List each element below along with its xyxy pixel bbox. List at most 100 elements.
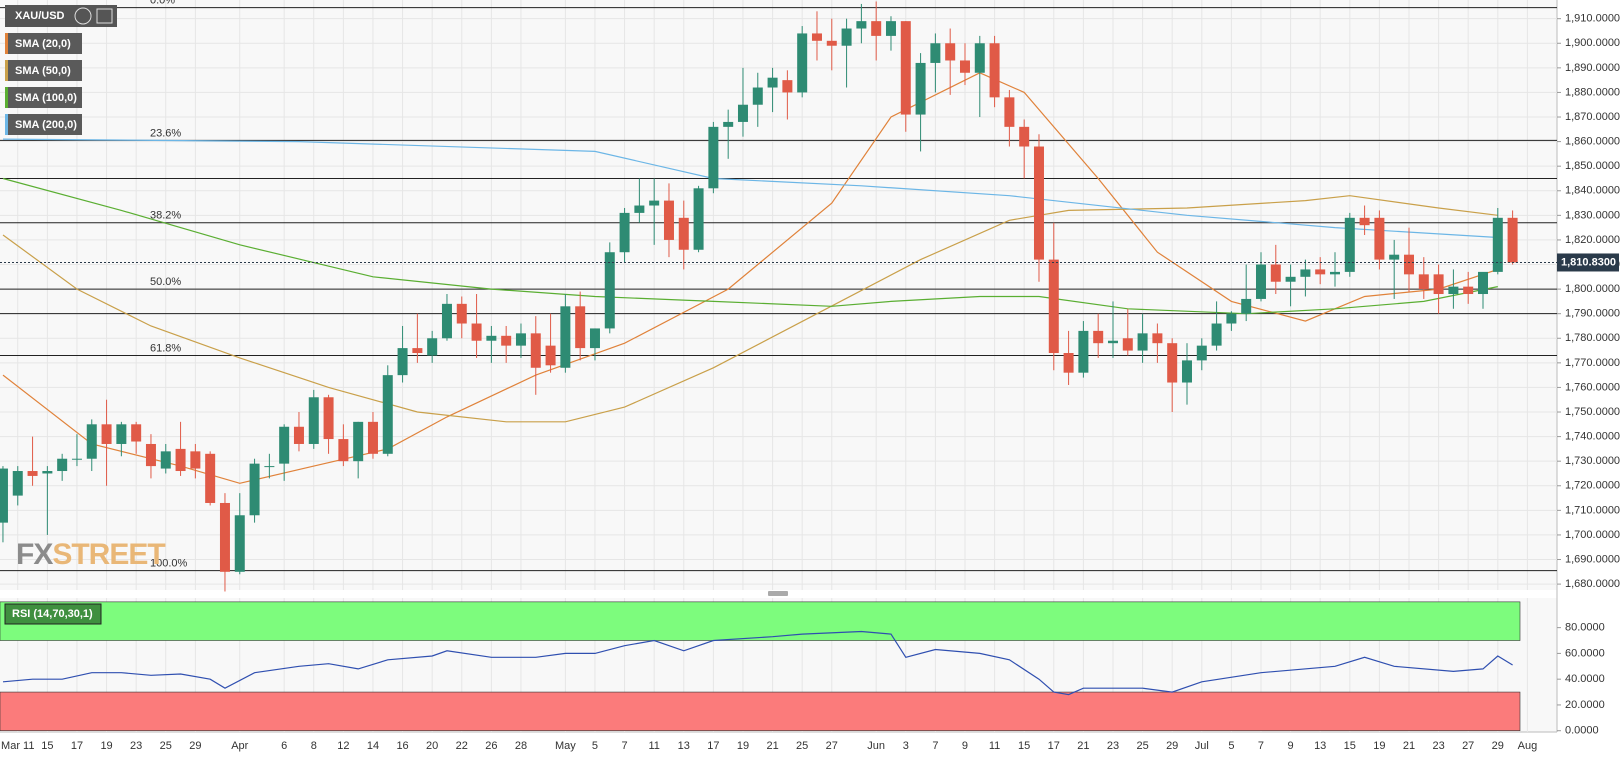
x-tick-label: Apr xyxy=(231,740,248,752)
y-tick-label: 1,870.0000 xyxy=(1565,111,1620,123)
x-tick-label: 25 xyxy=(1136,740,1148,752)
candle-body xyxy=(989,43,1000,98)
fib-label: 50.0% xyxy=(150,276,181,288)
x-tick-label: 7 xyxy=(622,740,628,752)
y-tick-label: 1,760.0000 xyxy=(1565,381,1620,393)
candle-body xyxy=(1285,276,1296,282)
candle-body xyxy=(427,338,438,356)
x-tick-label: 27 xyxy=(1462,740,1474,752)
x-tick-label: 27 xyxy=(826,740,838,752)
candle-body xyxy=(1181,360,1192,383)
candle-body xyxy=(1403,254,1414,275)
candle-body xyxy=(175,448,186,472)
candle-body xyxy=(367,421,378,454)
candle-body xyxy=(1344,217,1355,272)
settings-icon[interactable] xyxy=(96,8,113,24)
y-tick-label: 1,900.0000 xyxy=(1565,37,1620,49)
y-tick-label: 1,790.0000 xyxy=(1565,308,1620,320)
candle-body xyxy=(1226,313,1237,324)
candle-body xyxy=(1093,330,1104,344)
candle-body xyxy=(1507,217,1518,263)
candle-body xyxy=(1329,271,1340,275)
candle-body xyxy=(841,28,852,46)
candle-body xyxy=(1078,330,1089,373)
x-tick-label: 6 xyxy=(281,740,287,752)
x-tick-label: 5 xyxy=(592,740,598,752)
candle-body xyxy=(486,335,497,341)
y-tick-label: 1,890.0000 xyxy=(1565,62,1620,74)
candle-body xyxy=(145,443,156,467)
candle-body xyxy=(1477,271,1488,295)
x-tick-label: 19 xyxy=(100,740,112,752)
x-tick-label: 3 xyxy=(903,740,909,752)
candle-body xyxy=(1167,343,1178,383)
candle-body xyxy=(945,43,956,61)
legend-label: SMA (20,0) xyxy=(15,38,71,50)
legend-swatch xyxy=(5,87,8,108)
candle-body xyxy=(826,40,837,46)
candle-body xyxy=(1315,269,1326,275)
x-tick-label: 23 xyxy=(1432,740,1444,752)
candle-body xyxy=(1359,217,1370,226)
refresh-icon[interactable] xyxy=(74,7,92,25)
y-tick-label: 20.0000 xyxy=(1565,699,1605,711)
legend-button[interactable] xyxy=(5,114,82,135)
candle-body xyxy=(708,126,719,189)
candle-body xyxy=(974,43,985,73)
candle-body xyxy=(101,424,112,444)
x-tick-label: 12 xyxy=(337,740,349,752)
x-tick-label: 9 xyxy=(962,740,968,752)
fib-label: 100.0% xyxy=(150,557,188,569)
watermark-part: STREET xyxy=(52,538,165,571)
x-tick-label: 7 xyxy=(1258,740,1264,752)
rsi-title: RSI (14,70,30,1) xyxy=(12,608,93,620)
x-tick-label: 15 xyxy=(1018,740,1030,752)
x-tick-label: 17 xyxy=(707,740,719,752)
candle-body xyxy=(1241,298,1252,314)
x-tick-label: 7 xyxy=(932,740,938,752)
legend-button[interactable] xyxy=(5,87,82,108)
sma-line xyxy=(2,72,1498,484)
candle-body xyxy=(338,439,349,462)
x-tick-label: Jul xyxy=(1195,740,1209,752)
x-tick-label: 11 xyxy=(989,740,1000,752)
candle-body xyxy=(797,33,808,93)
candle-body xyxy=(116,424,127,444)
candle-body xyxy=(1211,323,1222,346)
candle-body xyxy=(1152,333,1163,344)
x-tick-label: 29 xyxy=(1166,740,1178,752)
candle-body xyxy=(930,43,941,63)
rsi-band xyxy=(0,691,1521,732)
legend-button[interactable] xyxy=(5,60,82,81)
candle-body xyxy=(1137,333,1148,351)
candle-body xyxy=(160,451,171,469)
candle-body xyxy=(678,217,689,250)
y-tick-label: 1,750.0000 xyxy=(1565,406,1620,418)
candle-body xyxy=(634,205,645,213)
candle-body xyxy=(1300,269,1311,277)
y-tick-label: 1,770.0000 xyxy=(1565,357,1620,369)
x-tick-label: 5 xyxy=(1228,740,1234,752)
candle-body xyxy=(42,471,53,474)
x-tick-label: May xyxy=(555,740,576,752)
candle-body xyxy=(1433,274,1444,295)
candle-body xyxy=(249,463,260,516)
y-tick-label: 1,710.0000 xyxy=(1565,504,1620,516)
legend-button[interactable] xyxy=(5,33,82,54)
candle-body xyxy=(856,21,867,29)
candle-body xyxy=(71,458,82,460)
y-tick-label: 1,720.0000 xyxy=(1565,480,1620,492)
panel-divider-handle[interactable] xyxy=(768,591,788,596)
sma-line xyxy=(2,177,1498,315)
x-tick-label: 17 xyxy=(71,740,83,752)
y-tick-label: 1,800.0000 xyxy=(1565,283,1620,295)
y-tick-label: 80.0000 xyxy=(1565,622,1605,634)
candle-body xyxy=(782,80,793,93)
candle-body xyxy=(663,200,674,240)
rsi-line xyxy=(2,630,1513,696)
symbol-label: XAU/USD xyxy=(15,10,65,22)
watermark-part: FX xyxy=(16,538,53,571)
candle-body xyxy=(693,188,704,250)
candle-body xyxy=(575,306,586,349)
